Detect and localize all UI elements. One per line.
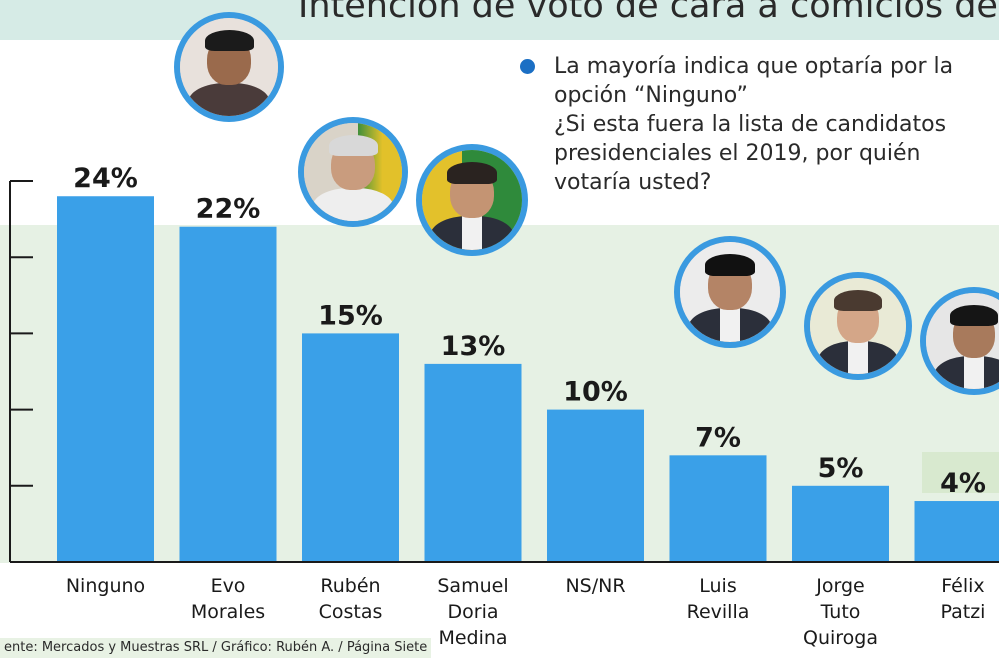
category-label: NS/NR [565,575,625,597]
bar [302,333,399,562]
bullet-dot-icon [520,59,535,74]
question-line: ¿Si esta fuera la lista de candidatos [554,112,947,137]
candidate-photo-evo-morales [174,12,284,122]
bar [424,363,522,562]
category-label: Luis [699,575,736,597]
category-label: Morales [191,601,265,623]
value-label: 7% [695,422,741,453]
chart-title: Intención de voto de cara a comicios de … [298,0,999,26]
bar [792,485,889,562]
value-label: 4% [940,468,986,499]
bar [547,409,644,562]
category-label: Doria [448,601,499,623]
value-label: 24% [73,163,138,194]
category-label: Costas [319,601,383,623]
source-note: ente: Mercados y Muestras SRL / Gráfico:… [0,638,432,658]
y-axis-ticks [10,180,33,487]
category-label: Samuel [437,575,508,597]
candidate-photo-ruben-costas [298,117,408,227]
category-label: Jorge [815,575,864,597]
value-label-highlight [922,452,999,493]
category-label-group: Ninguno Evo Morales Rubén Costas Samuel Doria M… [66,575,986,649]
value-label-group: 24% 22% 15% 13% 10% 7% 5% 4% [73,163,986,499]
category-label: Quiroga [803,627,878,649]
candidate-photo-samuel-doria-medina [416,144,528,256]
category-label: Félix [941,575,984,597]
category-label: Rubén [320,575,380,597]
value-label: 15% [318,300,383,331]
question-line: La mayoría indica que optaría por la [554,54,954,79]
bar [914,501,999,562]
category-label: Medina [438,627,507,649]
category-label: Evo [211,575,246,597]
bar [57,196,154,563]
y-axis [9,181,999,563]
question-line: votaría usted? [554,170,712,195]
category-label: Ninguno [66,575,145,597]
bar [179,226,277,562]
category-label: Revilla [687,601,750,623]
title-band: Intención de voto de cara a comicios de … [0,0,999,40]
candidate-photo-jorge-tuto-quiroga [804,272,912,380]
bar [669,455,767,562]
category-label: Patzi [941,601,986,623]
value-label: 13% [441,331,506,362]
value-label: 10% [563,377,628,408]
question-block: La mayoría indica que optaría por la opc… [520,52,995,197]
candidate-photo-felix-patzi [920,287,999,395]
category-label: Tuto [820,601,861,623]
question-line: presidenciales el 2019, por quién [554,141,921,166]
candidate-photo-luis-revilla [674,236,786,348]
value-label: 22% [196,194,261,225]
value-label: 5% [818,453,864,484]
question-line: opción “Ninguno” [554,83,748,108]
bar-group [57,196,999,563]
